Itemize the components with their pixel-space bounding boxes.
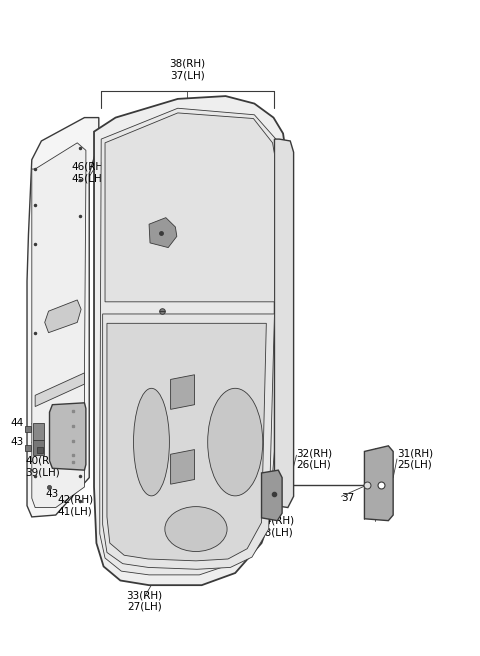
Polygon shape <box>49 403 86 470</box>
Polygon shape <box>105 113 275 302</box>
Text: 34(RH)
28(LH): 34(RH) 28(LH) <box>258 516 294 537</box>
Polygon shape <box>103 314 275 569</box>
Polygon shape <box>170 449 194 484</box>
Text: 44: 44 <box>10 419 24 428</box>
Text: 23: 23 <box>173 295 186 305</box>
Polygon shape <box>35 373 84 407</box>
Polygon shape <box>262 470 282 521</box>
Polygon shape <box>33 440 44 455</box>
Text: 36(RH)
30(LH): 36(RH) 30(LH) <box>162 215 199 236</box>
Ellipse shape <box>165 506 227 552</box>
Polygon shape <box>364 446 393 521</box>
Text: 43: 43 <box>10 437 24 447</box>
Polygon shape <box>33 423 44 440</box>
Polygon shape <box>107 323 266 561</box>
Polygon shape <box>32 143 86 508</box>
Text: 38(RH)
37(LH): 38(RH) 37(LH) <box>169 58 205 80</box>
Text: 37: 37 <box>341 493 355 503</box>
Text: 24: 24 <box>233 274 246 284</box>
Text: 31(RH)
25(LH): 31(RH) 25(LH) <box>397 448 433 470</box>
Text: 32(RH)
26(LH): 32(RH) 26(LH) <box>297 448 333 470</box>
Polygon shape <box>170 375 194 409</box>
Polygon shape <box>45 300 81 333</box>
Polygon shape <box>275 139 294 508</box>
Text: 42(RH)
41(LH): 42(RH) 41(LH) <box>57 495 93 516</box>
Text: 44: 44 <box>73 454 87 464</box>
Polygon shape <box>94 96 287 585</box>
Text: 13: 13 <box>186 540 200 550</box>
Text: 43: 43 <box>45 489 59 499</box>
Text: 46(RH)
45(LH): 46(RH) 45(LH) <box>72 162 108 184</box>
Ellipse shape <box>133 388 169 496</box>
Ellipse shape <box>208 388 263 496</box>
Text: 40(RH)
39(LH): 40(RH) 39(LH) <box>25 456 61 477</box>
Polygon shape <box>100 108 280 575</box>
Text: 33(RH)
27(LH): 33(RH) 27(LH) <box>126 590 162 612</box>
Polygon shape <box>27 117 99 517</box>
Polygon shape <box>149 218 177 247</box>
